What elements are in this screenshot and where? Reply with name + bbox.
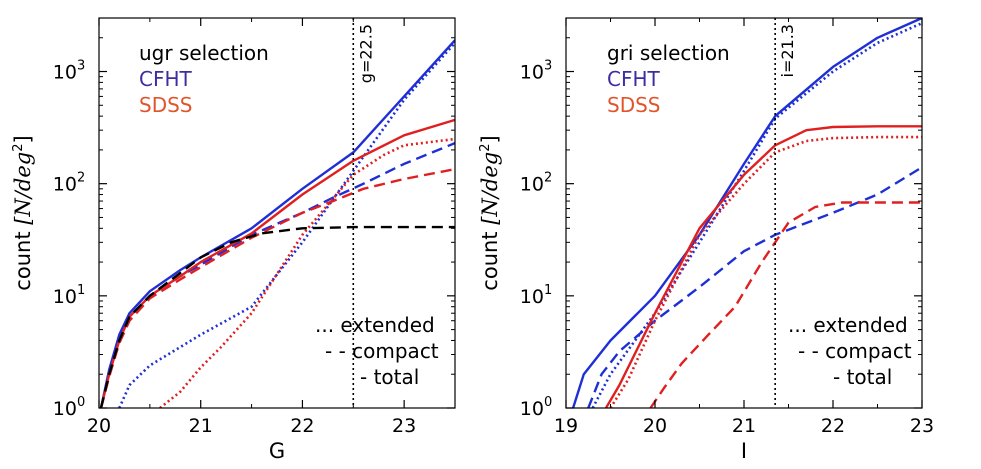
legend-entry-cfht: CFHT (607, 67, 661, 91)
series-sdss-total (604, 125, 922, 408)
y-tick-label: 100 (53, 395, 85, 420)
y-tick-label: 102 (520, 171, 552, 196)
x-tick-label: 19 (554, 415, 578, 437)
line-style-note: - - compact (798, 339, 912, 363)
x-tick-label: 23 (392, 415, 416, 437)
series-sdss-compact (99, 167, 455, 408)
y-axis-label: count [N/deg2] (478, 135, 502, 290)
series-cfht-compact (587, 166, 922, 408)
series-total-compact-black- (99, 225, 455, 408)
y-tick-label: 101 (520, 283, 552, 308)
series-cfht-extended (118, 42, 455, 408)
y-tick-label: 100 (520, 395, 552, 420)
series-cfht-extended (591, 21, 922, 408)
line-style-note: - - compact (325, 339, 439, 363)
y-tick-label: 102 (53, 171, 85, 196)
legend-entry-cfht: CFHT (139, 67, 193, 91)
x-tick-label: 20 (87, 415, 111, 437)
y-axis-label: count [N/deg2] (11, 135, 35, 290)
series-sdss-compact (649, 201, 922, 408)
line-style-note: - total (360, 365, 419, 389)
line-style-note: ... extended (315, 313, 435, 337)
x-tick-label: 23 (910, 415, 934, 437)
y-tick-label: 101 (53, 283, 85, 308)
legend-entry-sdss: SDSS (139, 93, 193, 117)
x-axis-label: G (269, 439, 285, 463)
series-sdss-extended (609, 135, 922, 408)
y-tick-label: 103 (520, 59, 552, 84)
x-tick-label: 22 (821, 415, 845, 437)
threshold-label: g=22.5 (356, 24, 375, 83)
series-cfht-total (571, 18, 922, 408)
x-tick-label: 21 (189, 415, 213, 437)
legend-title: gri selection (607, 41, 730, 65)
x-tick-label: 20 (643, 415, 667, 437)
threshold-label: i=21.3 (778, 24, 797, 77)
line-style-note: - total (833, 365, 892, 389)
series-sdss-total (99, 118, 455, 408)
x-tick-label: 21 (732, 415, 756, 437)
legend-entry-sdss: SDSS (607, 93, 661, 117)
x-axis-label: I (741, 439, 747, 463)
series-sdss-extended (159, 137, 455, 408)
line-style-note: ... extended (788, 313, 908, 337)
x-tick-label: 22 (290, 415, 314, 437)
plot-frame (98, 17, 456, 409)
legend-title: ugr selection (139, 41, 269, 65)
y-tick-label: 103 (53, 59, 85, 84)
